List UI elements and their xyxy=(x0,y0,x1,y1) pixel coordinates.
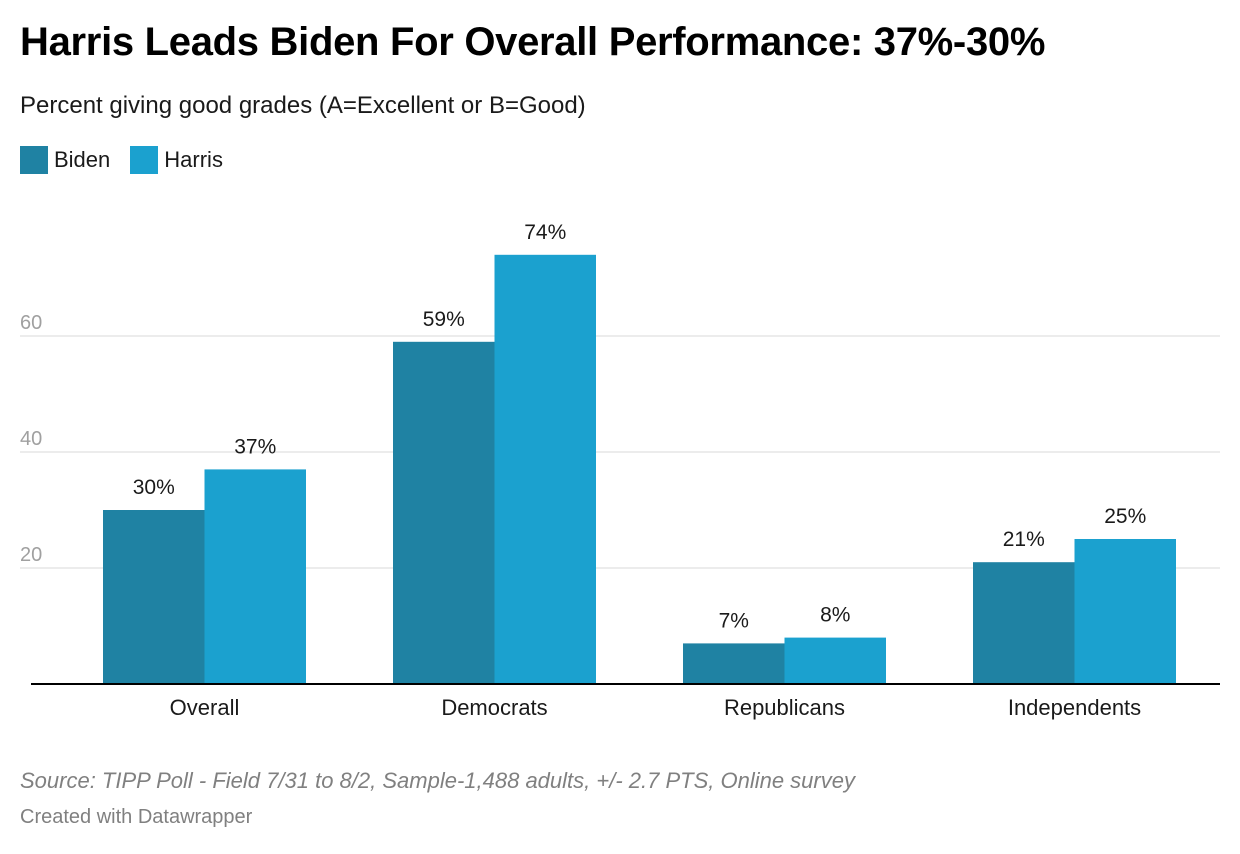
value-label: 30% xyxy=(133,476,175,499)
chart-legend: Biden Harris xyxy=(20,146,243,174)
x-tick-label: Overall xyxy=(170,695,240,720)
y-tick-label: 20 xyxy=(20,544,42,566)
credit-note: Created with Datawrapper xyxy=(20,806,253,828)
x-tick-label: Republicans xyxy=(724,695,845,720)
legend-label-harris: Harris xyxy=(164,147,223,172)
value-label: 8% xyxy=(820,604,850,627)
x-tick-label: Independents xyxy=(1008,695,1141,720)
value-label: 37% xyxy=(234,435,276,458)
legend-swatch-biden xyxy=(20,146,48,174)
y-tick-label: 40 xyxy=(20,428,42,450)
bar-biden xyxy=(973,562,1075,684)
value-label: 21% xyxy=(1003,528,1045,551)
chart-subtitle: Percent giving good grades (A=Excellent … xyxy=(20,92,586,119)
bar-biden xyxy=(683,643,785,684)
bar-biden xyxy=(103,510,205,684)
bar-biden xyxy=(393,341,495,684)
y-tick-label: 60 xyxy=(20,312,42,334)
legend-item-biden: Biden xyxy=(20,146,110,174)
value-label: 7% xyxy=(719,609,749,632)
value-label: 25% xyxy=(1104,505,1146,528)
legend-item-harris: Harris xyxy=(130,146,223,174)
value-label: 59% xyxy=(423,308,465,331)
chart-title: Harris Leads Biden For Overall Performan… xyxy=(20,20,1046,64)
value-label: 74% xyxy=(524,221,566,244)
bar-harris xyxy=(494,254,596,685)
source-note: Source: TIPP Poll - Field 7/31 to 8/2, S… xyxy=(20,768,855,793)
legend-swatch-harris xyxy=(130,146,159,174)
bar-harris xyxy=(784,637,886,684)
bar-harris xyxy=(1074,539,1176,684)
x-tick-label: Democrats xyxy=(441,695,547,720)
bar-harris xyxy=(204,469,306,684)
legend-label-biden: Biden xyxy=(54,147,111,172)
